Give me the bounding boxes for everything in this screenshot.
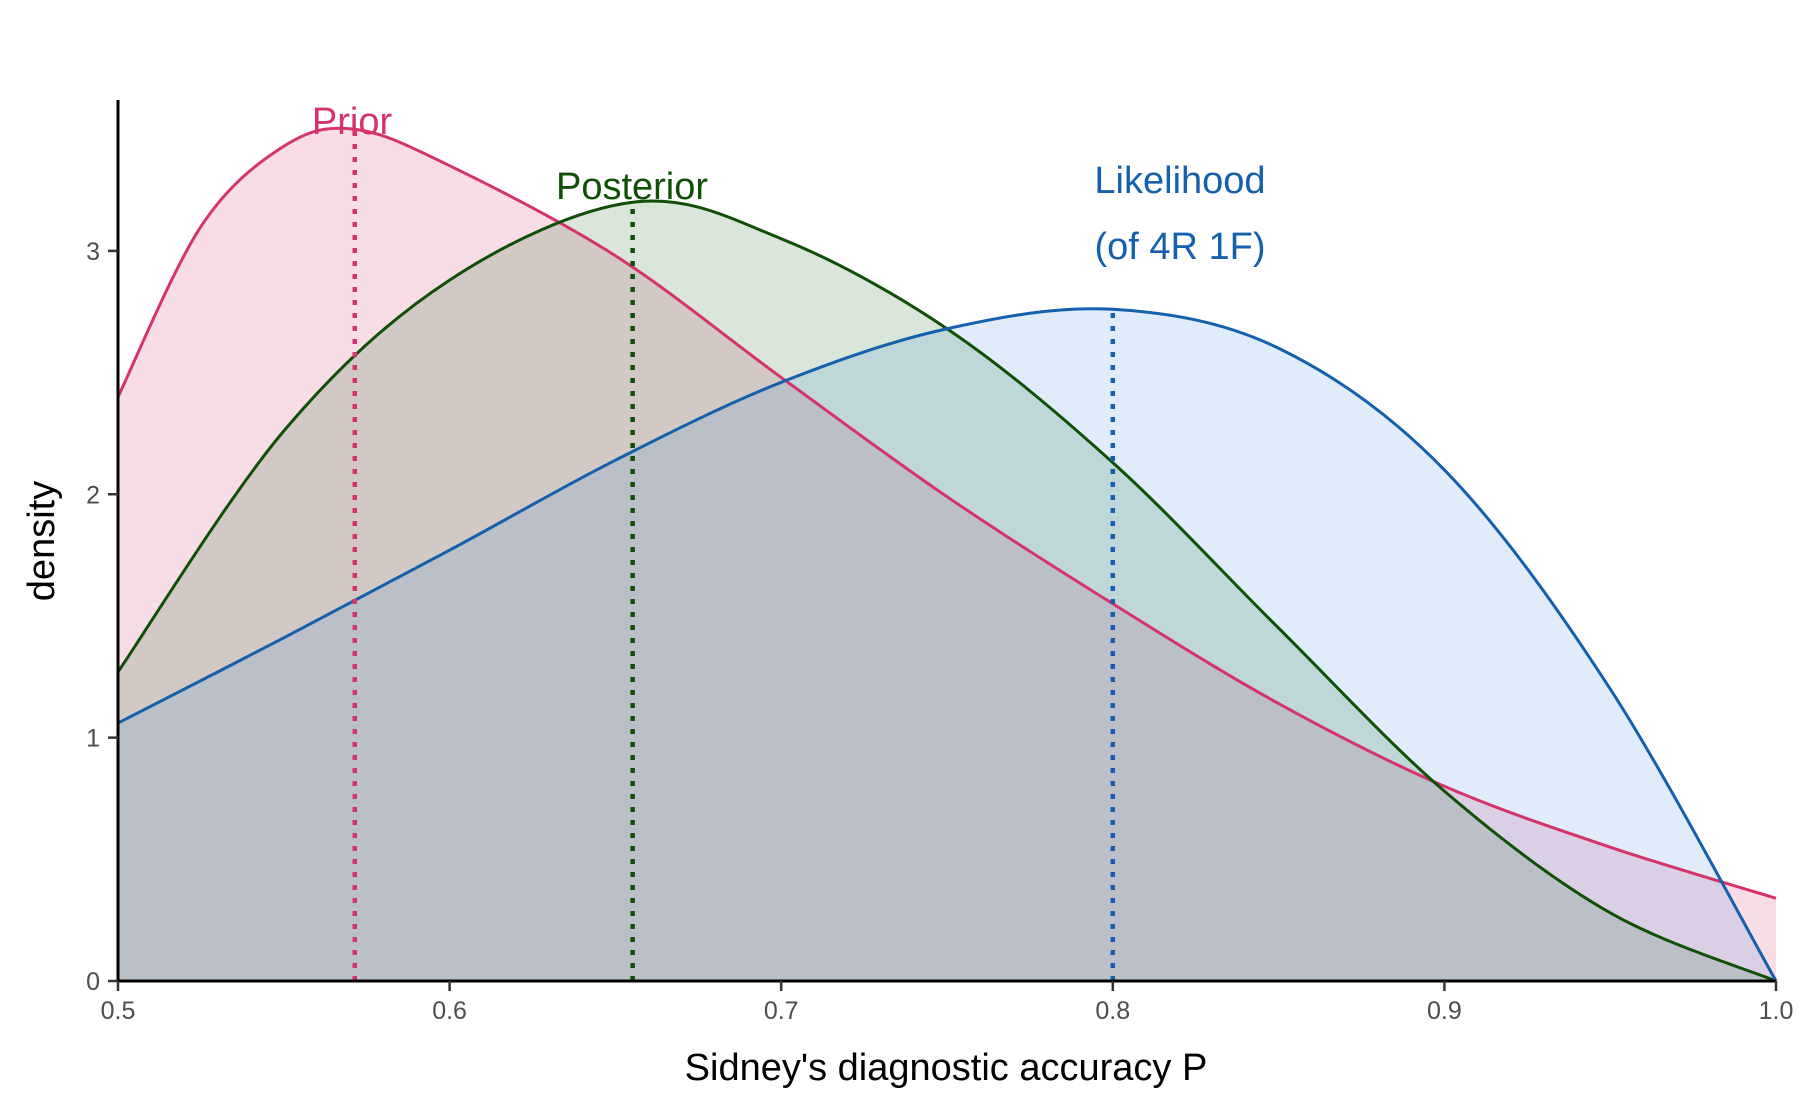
prior-area [118, 128, 1776, 981]
x-tick-label: 0.8 [1095, 997, 1130, 1025]
likelihood-label: Likelihood (of 4R 1F) [1094, 160, 1265, 268]
likelihood-area [118, 308, 1776, 981]
y-tick-label: 2 [86, 481, 100, 509]
mode-marker-layer [352, 129, 1116, 981]
x-tick-label: 0.5 [101, 997, 136, 1025]
prior-label: Prior [312, 101, 393, 143]
y-tick-label: 0 [86, 968, 100, 996]
y-axis-title: density [21, 481, 63, 601]
y-tick-label: 1 [86, 725, 100, 753]
posterior-area [118, 200, 1776, 981]
x-tick-label: 0.7 [764, 997, 799, 1025]
x-axis-title: Sidney's diagnostic accuracy P [685, 1047, 1208, 1089]
y-tick-label: 3 [86, 238, 100, 266]
x-tick-label: 1.0 [1759, 997, 1794, 1025]
x-tick-label: 0.9 [1427, 997, 1462, 1025]
x-tick-label: 0.6 [432, 997, 467, 1025]
prior-curve [116, 126, 1777, 900]
posterior-label: Posterior [556, 166, 708, 208]
axes: 0.5 0.6 0.7 0.8 0.9 1.0 0 1 2 3 [86, 100, 1793, 1025]
curve-label-layer: Prior Posterior Likelihood (of 4R 1F) [312, 101, 1266, 268]
area-layer [118, 128, 1776, 981]
likelihood-curve [117, 307, 1778, 982]
line-layer [116, 126, 1778, 983]
